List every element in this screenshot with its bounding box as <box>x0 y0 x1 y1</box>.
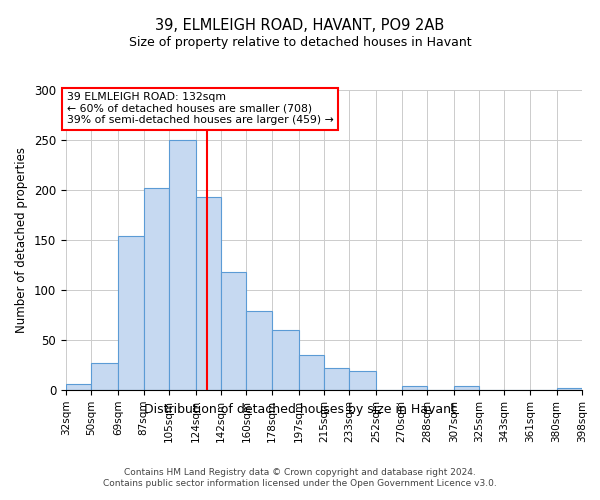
Y-axis label: Number of detached properties: Number of detached properties <box>16 147 28 333</box>
Text: Contains HM Land Registry data © Crown copyright and database right 2024.
Contai: Contains HM Land Registry data © Crown c… <box>103 468 497 487</box>
Bar <box>143 188 169 390</box>
Bar <box>247 311 272 390</box>
Text: 39 ELMLEIGH ROAD: 132sqm
← 60% of detached houses are smaller (708)
39% of semi-: 39 ELMLEIGH ROAD: 132sqm ← 60% of detach… <box>67 92 334 125</box>
Bar <box>349 371 376 390</box>
Text: 39, ELMLEIGH ROAD, HAVANT, PO9 2AB: 39, ELMLEIGH ROAD, HAVANT, PO9 2AB <box>155 18 445 32</box>
Bar <box>401 386 427 390</box>
Bar <box>324 368 349 390</box>
Text: Distribution of detached houses by size in Havant: Distribution of detached houses by size … <box>144 402 456 415</box>
Bar <box>557 388 582 390</box>
Bar <box>169 140 196 390</box>
Bar <box>66 384 91 390</box>
Text: Size of property relative to detached houses in Havant: Size of property relative to detached ho… <box>128 36 472 49</box>
Bar <box>221 272 247 390</box>
Bar <box>454 386 479 390</box>
Bar <box>299 355 324 390</box>
Bar <box>118 236 143 390</box>
Bar <box>272 330 299 390</box>
Bar <box>91 363 118 390</box>
Bar <box>196 197 221 390</box>
